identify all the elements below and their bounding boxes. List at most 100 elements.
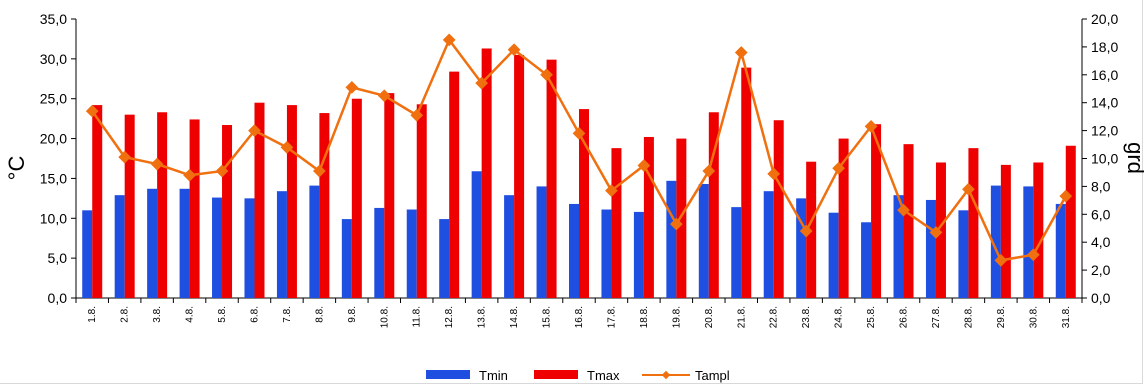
bar-tmin (309, 185, 320, 298)
line-marker (442, 33, 456, 47)
x-tick-label: 17.8. (606, 306, 617, 328)
x-tick-label: 7.8. (282, 306, 293, 323)
bar-tmin (374, 207, 385, 298)
ticks-layer: 0,0 5,0 10,0 15,0 20,0 25,0 30,0 35,0 0,0 2,0 4,0 6… (40, 11, 1119, 328)
bar-tmax (319, 113, 330, 298)
y2-tick-label: 14,0 (1091, 95, 1118, 111)
bar-tmax (1033, 162, 1044, 298)
bar-tmin (212, 197, 223, 298)
bar-tmin (925, 199, 936, 298)
bar-tmin (114, 195, 125, 298)
x-tick-label: 29.8. (996, 306, 1007, 328)
bar-tmax (1000, 164, 1011, 298)
bar-tmin (601, 209, 612, 298)
x-tick-label: 21.8. (736, 306, 747, 328)
x-tick-label: 20.8. (704, 306, 715, 328)
bar-tmin (763, 191, 774, 298)
bar-tmin (731, 207, 742, 298)
y2-tick-label: 6,0 (1091, 206, 1111, 222)
bar-tmax (124, 114, 135, 299)
bar-tmin (990, 185, 1001, 298)
x-tick-label: 6.8. (249, 306, 260, 323)
bar-tmin (179, 188, 190, 298)
bar-tmin (1023, 186, 1034, 298)
bar-tmax (838, 138, 849, 298)
x-tick-label: 24.8. (834, 306, 845, 328)
y2-tick-label: 16,0 (1091, 67, 1118, 83)
legend-label-tampl: Tampl (695, 368, 730, 383)
x-tick-label: 14.8. (509, 306, 520, 328)
y2-tick-label: 10,0 (1091, 151, 1118, 167)
bar-tmax (1065, 145, 1076, 298)
bar-tmin (147, 188, 158, 298)
x-tick-label: 27.8. (931, 306, 942, 328)
bar-tmin (82, 210, 93, 298)
bar-tmin (244, 198, 255, 298)
legend-swatch-tmax (534, 370, 578, 379)
y2-tick-label: 12,0 (1091, 123, 1118, 139)
bar-tmin (406, 209, 417, 298)
x-tick-label: 22.8. (769, 306, 780, 328)
bar-tmin (341, 219, 352, 298)
y-tick-label: 25,0 (40, 91, 67, 107)
bar-tmax (968, 148, 979, 298)
y2-tick-label: 2,0 (1091, 262, 1111, 278)
bar-tmin (633, 211, 644, 298)
x-tick-label: 13.8. (477, 306, 488, 328)
bar-tmax (286, 105, 297, 298)
x-tick-label: 19.8. (671, 306, 682, 328)
x-tick-label: 26.8. (899, 306, 910, 328)
bar-tmax (773, 120, 784, 298)
x-tick-label: 4.8. (185, 306, 196, 323)
x-tick-label: 18.8. (639, 306, 650, 328)
legend-marker (661, 370, 671, 380)
bar-tmax (871, 124, 882, 298)
bar-tmin (796, 198, 807, 298)
y-tick-label: 0,0 (48, 290, 68, 306)
bar-tmax (384, 93, 395, 299)
bar-tmax (481, 48, 492, 298)
bar-tmax (903, 144, 914, 298)
x-tick-label: 23.8. (801, 306, 812, 328)
bar-tmax (416, 104, 427, 299)
x-tick-label: 10.8. (379, 306, 390, 328)
line-marker (248, 124, 261, 137)
bars-layer (82, 48, 1076, 299)
y-tick-label: 15,0 (40, 170, 67, 186)
bar-tmin (666, 180, 677, 298)
bar-tmax (741, 67, 752, 298)
bar-tmin (504, 195, 515, 298)
line-marker (345, 80, 359, 94)
bar-tmax (643, 136, 654, 298)
bar-tmin (536, 186, 547, 298)
bar-tmax (708, 112, 719, 298)
x-tick-label: 28.8. (963, 306, 974, 328)
line-marker (377, 89, 391, 103)
bar-tmin (439, 219, 450, 298)
bar-tmin (1055, 203, 1066, 298)
y-tick-label: 5,0 (48, 250, 68, 266)
line-layer (85, 33, 1073, 267)
y2-tick-label: 0,0 (1091, 290, 1111, 306)
x-tick-label: 30.8. (1028, 306, 1039, 328)
bar-tmax (611, 148, 622, 298)
bar-tmin (471, 171, 482, 298)
bar-tmax (514, 54, 525, 298)
x-tick-label: 31.8. (1061, 306, 1072, 328)
bar-tmin (893, 195, 904, 298)
legend-swatch-tmin (426, 370, 470, 379)
line-marker (313, 164, 326, 178)
bar-tmax (935, 162, 946, 298)
x-tick-label: 25.8. (866, 306, 877, 328)
bar-tmax (449, 71, 460, 299)
y2-axis-title: grd (1123, 142, 1144, 174)
bar-tmax (157, 112, 168, 298)
line-marker (994, 253, 1008, 267)
bar-tmax (92, 105, 103, 298)
bar-tmax (189, 119, 200, 298)
bar-tmin (958, 210, 969, 298)
y2-tick-label: 4,0 (1091, 234, 1111, 250)
y-tick-label: 35,0 (40, 11, 67, 27)
